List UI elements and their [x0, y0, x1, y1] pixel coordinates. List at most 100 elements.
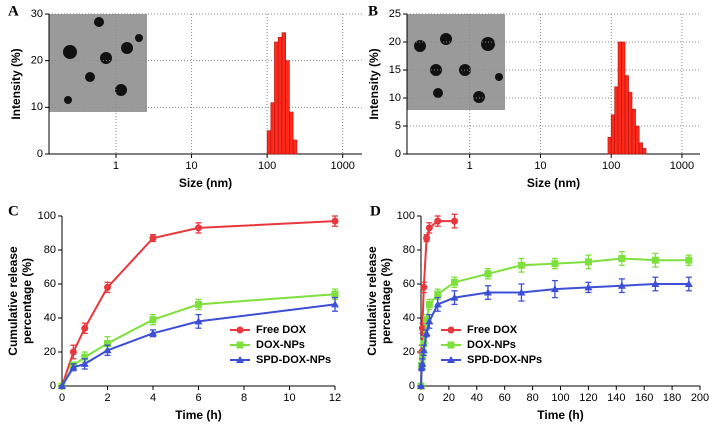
marker	[517, 288, 526, 296]
y-tick-label: 60	[403, 278, 415, 290]
marker	[422, 329, 431, 337]
marker	[584, 258, 592, 266]
bar	[614, 86, 619, 155]
legend-label: SPD-DOX-NPs	[467, 354, 542, 366]
x-tick-label: 120	[579, 392, 597, 404]
y-tick-label: 100	[38, 210, 56, 222]
bar	[292, 139, 298, 155]
y-tick-label: 0	[50, 380, 56, 392]
x-axis-label: Size (nm)	[179, 176, 232, 190]
marker	[425, 224, 433, 232]
marker	[58, 382, 66, 389]
y-tick-label: 80	[44, 244, 56, 256]
y-axis-label: percentage (%)	[20, 258, 34, 344]
x-axis-label: Size (nm)	[527, 176, 580, 190]
marker	[618, 255, 626, 262]
marker	[420, 340, 428, 347]
marker	[450, 293, 459, 301]
marker	[331, 217, 339, 225]
x-tick-label: 160	[635, 392, 653, 404]
marker	[331, 300, 339, 308]
bar	[607, 136, 612, 155]
bar	[277, 37, 283, 155]
series-line	[420, 283, 689, 387]
x-tick-label: 1000	[670, 160, 694, 172]
y-tick-label: 10	[31, 101, 43, 113]
y-tick-label: 40	[403, 312, 415, 324]
marker	[433, 300, 442, 308]
marker	[80, 359, 89, 367]
marker	[104, 340, 111, 347]
bar	[624, 75, 629, 155]
x-tick-label: 10	[283, 392, 295, 404]
marker	[420, 283, 428, 291]
x-tick-label: 40	[471, 392, 483, 404]
y-tick-label: 20	[403, 346, 415, 358]
x-tick-label: 10	[185, 160, 197, 172]
x-tick-label: 1	[113, 160, 119, 172]
y-axis-label: Cumulative release	[365, 246, 379, 356]
x-tick-label: 180	[663, 392, 681, 404]
y-axis-label: percentage (%)	[379, 258, 393, 344]
x-tick-label: 4	[150, 392, 156, 404]
marker	[194, 317, 203, 325]
marker	[483, 288, 492, 296]
y-tick-label: 100	[397, 210, 415, 222]
series-line	[420, 257, 689, 387]
marker	[81, 324, 89, 332]
marker	[550, 285, 559, 293]
x-tick-label: 8	[241, 392, 247, 404]
y-tick-label: 80	[403, 244, 415, 256]
marker	[149, 329, 157, 337]
bar	[638, 142, 643, 155]
marker	[149, 234, 157, 242]
bar	[610, 114, 615, 155]
x-tick-label: 12	[329, 392, 341, 404]
bar	[635, 125, 640, 155]
marker	[484, 270, 492, 278]
y-tick-label: 15	[389, 64, 401, 76]
marker	[685, 256, 693, 264]
bar	[266, 130, 272, 155]
x-tick-label: 2	[104, 392, 110, 404]
x-tick-label: 60	[499, 392, 511, 404]
marker	[517, 261, 525, 269]
y-tick-label: 0	[37, 148, 43, 160]
panel-label: A	[8, 3, 19, 19]
marker	[434, 217, 442, 225]
marker	[195, 224, 202, 232]
x-axis-label: Time (h)	[537, 408, 583, 422]
x-tick-label: 0	[418, 392, 424, 404]
marker	[584, 283, 593, 291]
marker	[551, 260, 559, 268]
marker	[69, 348, 77, 356]
x-tick-label: 0	[59, 392, 65, 404]
bar	[289, 111, 294, 155]
marker	[450, 217, 458, 225]
y-tick-label: 20	[31, 55, 43, 67]
marker	[447, 356, 455, 363]
x-tick-label: 1	[467, 160, 473, 172]
marker	[195, 300, 202, 308]
marker	[425, 317, 434, 325]
marker	[81, 353, 89, 361]
marker	[69, 363, 78, 371]
bar	[642, 148, 647, 155]
bar	[281, 32, 286, 155]
y-tick-label: 0	[409, 380, 415, 392]
marker	[684, 280, 693, 287]
bar	[617, 41, 622, 155]
y-tick-label: 25	[389, 8, 401, 20]
bar	[628, 92, 633, 155]
x-tick-label: 1000	[330, 160, 354, 172]
marker	[423, 316, 431, 324]
marker	[418, 359, 427, 367]
marker	[419, 346, 428, 354]
y-tick-label: 0	[395, 148, 401, 160]
x-tick-label: 10	[534, 160, 546, 172]
marker	[236, 326, 244, 334]
x-tick-label: 100	[551, 392, 569, 404]
x-tick-label: 20	[443, 392, 455, 404]
x-tick-label: 140	[607, 392, 625, 404]
